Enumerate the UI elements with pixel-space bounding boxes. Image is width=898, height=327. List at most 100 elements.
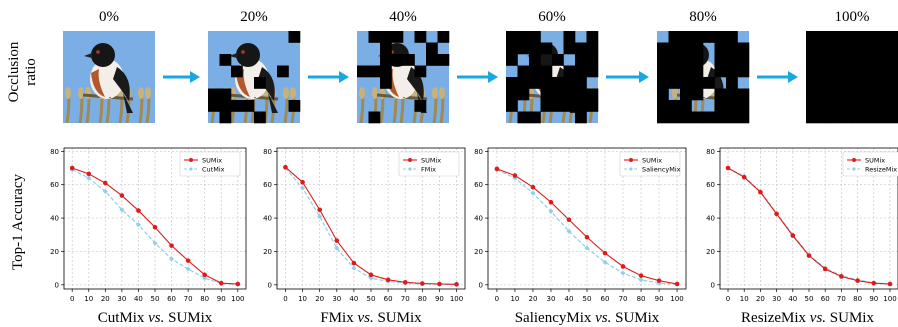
- data-point: [317, 213, 323, 219]
- legend-label: ResizeMix: [865, 166, 897, 174]
- y-tick-label: 80: [706, 148, 715, 156]
- occlusion-block: [219, 100, 232, 112]
- occlusion-block: [563, 100, 576, 112]
- occlusion-block: [391, 31, 404, 43]
- x-tick-label: 60: [167, 295, 176, 303]
- occluded-image: 60%: [506, 9, 599, 124]
- occlusion-block: [668, 54, 681, 66]
- occlusion-block: [657, 65, 669, 78]
- occlusion-block: [886, 88, 898, 101]
- data-point: [822, 266, 828, 272]
- occlusion-block: [703, 111, 715, 124]
- occlusion-block: [563, 77, 576, 89]
- occlusion-block: [586, 100, 599, 112]
- occlusion-block: [840, 77, 853, 89]
- occlusion-block: [817, 54, 830, 66]
- legend-label: SUMix: [421, 157, 441, 165]
- svg-text:Occlusionratio: Occlusionratio: [6, 41, 39, 102]
- chart-panel: 0 10 20 30 40 50 60 70 80 90 100020406080SUMixFMix…: [263, 147, 466, 326]
- occlusion-block: [840, 65, 853, 78]
- occlusion-block: [680, 31, 692, 43]
- bird-wing: [113, 67, 130, 101]
- occlusion-block: [886, 100, 898, 112]
- x-tick-label: 0: [283, 295, 287, 303]
- occlusion-block: [552, 54, 564, 66]
- plant-seedhead: [85, 87, 91, 99]
- occlusion-block: [575, 54, 587, 66]
- x-tick-label: 40: [134, 295, 143, 303]
- occlusion-block: [563, 65, 576, 78]
- y-tick-label: 80: [263, 148, 272, 156]
- bird-eye: [96, 50, 100, 54]
- occlusion-block: [517, 31, 530, 43]
- occlusion-block: [575, 42, 587, 55]
- occlusion-block: [437, 54, 450, 66]
- occlusion-block: [863, 100, 876, 112]
- data-point: [402, 280, 408, 285]
- x-tick-label: 70: [401, 295, 410, 303]
- occlusion-block: [840, 111, 853, 124]
- plant-seedhead: [145, 87, 151, 99]
- chart-caption: CutMix vs. SUMix: [98, 310, 213, 326]
- data-point: [368, 272, 374, 278]
- plant-seedhead: [290, 87, 296, 99]
- bird-eye: [241, 50, 245, 54]
- occlusion-block: [668, 100, 681, 112]
- x-tick-label: 90: [869, 295, 878, 303]
- data-point: [871, 280, 877, 286]
- bird-beak: [84, 53, 92, 58]
- legend-box: [398, 151, 460, 177]
- occlusion-block: [806, 77, 818, 89]
- occlusion-block: [737, 111, 750, 124]
- x-tick-label: 30: [117, 295, 126, 303]
- occlusion-block: [540, 65, 553, 78]
- bird-beak: [229, 53, 237, 58]
- occlusion-block: [563, 42, 576, 55]
- legend-label: SaliencyMix: [642, 166, 681, 174]
- chart-panel: 0 10 20 30 40 50 60 70 80 90 100020406080SUMixResi…: [706, 147, 898, 326]
- occlusion-block: [691, 111, 704, 124]
- data-point: [169, 243, 174, 248]
- occlusion-block: [517, 65, 530, 78]
- legend-marker: [852, 158, 856, 162]
- occlusion-block: [840, 54, 853, 66]
- x-tick-label: 0: [726, 295, 730, 303]
- occlusion-block: [552, 100, 564, 112]
- occlusion-block: [737, 42, 750, 55]
- data-point: [602, 250, 608, 256]
- occlusion-block: [517, 111, 530, 124]
- data-point: [300, 185, 306, 191]
- occlusion-block: [691, 77, 704, 89]
- plant-seedhead: [439, 87, 445, 99]
- occlusion-block: [852, 65, 864, 78]
- x-tick-label: 40: [349, 295, 358, 303]
- legend-marker: [189, 167, 193, 171]
- occlusion-block: [875, 31, 887, 43]
- arrow-icon: [606, 71, 649, 83]
- plant-seedhead: [672, 87, 678, 99]
- data-point: [548, 199, 554, 205]
- chart-panel: 0 10 20 30 40 50 60 70 80 90 100020406080SUMixSali…: [474, 147, 687, 326]
- arrow-icon: [757, 71, 798, 83]
- data-point: [368, 275, 374, 281]
- x-tick-label: 50: [151, 295, 160, 303]
- data-point: [334, 245, 340, 251]
- occlusion-block: [540, 77, 553, 89]
- occlusion-block: [506, 77, 518, 89]
- occlusion-block: [540, 100, 553, 112]
- x-tick-label: 80: [637, 295, 646, 303]
- y-tick-label: 40: [263, 215, 272, 223]
- occlusion-block: [680, 100, 692, 112]
- data-point: [530, 190, 536, 196]
- y-tick-label: 80: [474, 148, 483, 156]
- data-point: [530, 184, 536, 190]
- y-tick-label: 20: [706, 248, 715, 256]
- occlusion-block: [368, 31, 381, 43]
- occlusion-block: [886, 77, 898, 89]
- occlusion-block: [506, 54, 518, 66]
- plant-seedhead: [359, 87, 365, 99]
- occlusion-block: [703, 31, 715, 43]
- occlusion-block: [657, 54, 669, 66]
- legend-marker: [408, 167, 412, 171]
